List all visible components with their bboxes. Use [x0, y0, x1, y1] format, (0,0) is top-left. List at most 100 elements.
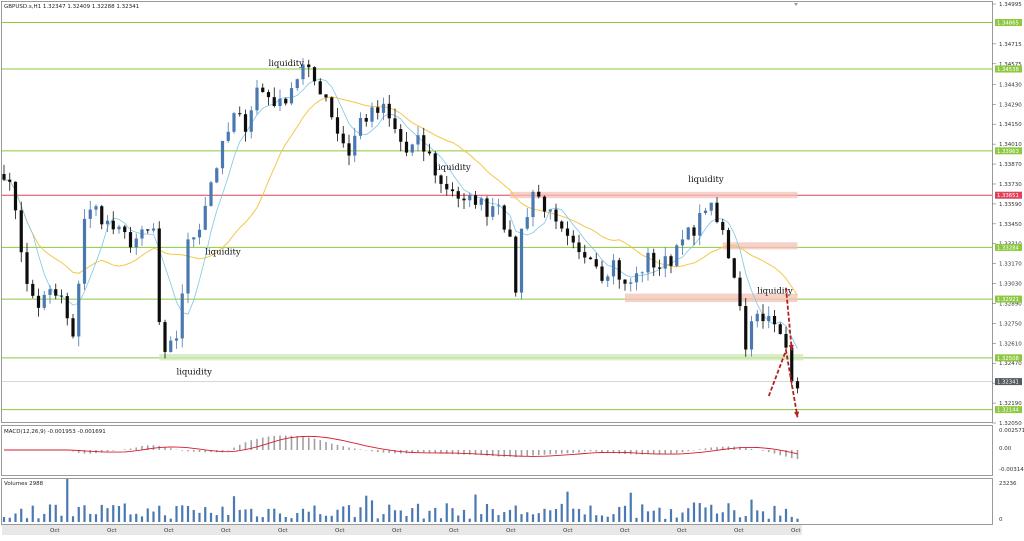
candle — [123, 224, 127, 239]
candle — [583, 244, 587, 264]
forecast-arrow-1[interactable] — [785, 287, 793, 351]
candle-body — [404, 141, 409, 153]
time-axis-label: Oct — [734, 528, 744, 534]
candle-body — [445, 183, 449, 190]
candle-body — [353, 135, 357, 156]
candle-body — [71, 318, 75, 337]
macd-indicator: 0.002571 0.00 -0.003148 — [4, 428, 1024, 473]
time-axis-label: Oct — [620, 528, 630, 534]
candle — [749, 316, 754, 357]
candle-body — [583, 252, 587, 258]
price-tick-label: 1.33870 — [999, 162, 1022, 168]
candle — [381, 97, 386, 121]
candle-body — [278, 98, 282, 106]
candle-body — [157, 228, 161, 323]
candle — [261, 83, 265, 93]
candle-body — [295, 79, 299, 89]
candle — [588, 256, 593, 260]
candle-body — [36, 295, 41, 308]
level-price-tag-text: 1.33284 — [997, 245, 1020, 251]
candle — [289, 82, 294, 106]
zone-green-3[interactable] — [159, 353, 804, 361]
candle-body — [284, 98, 288, 104]
candle — [399, 124, 403, 152]
candle-body — [784, 333, 788, 348]
candle — [519, 228, 524, 300]
main-price-panel[interactable] — [1, 1, 993, 423]
candle — [663, 247, 667, 278]
price-tick-label: 1.32190 — [999, 401, 1022, 407]
volume-panel[interactable] — [1, 478, 993, 525]
zone-red-2[interactable] — [625, 293, 798, 303]
candle — [128, 226, 133, 253]
candle-body — [140, 229, 144, 239]
candle-body — [249, 110, 253, 132]
candle-body — [289, 88, 294, 104]
candle — [594, 253, 598, 269]
candle-body — [726, 230, 731, 259]
candle — [295, 78, 299, 91]
candle-body — [335, 117, 340, 134]
macd-signal-line — [4, 435, 798, 457]
candle — [266, 89, 271, 106]
macd-panel[interactable] — [1, 425, 993, 476]
candle-body — [226, 131, 230, 141]
annotations: liquidity liquidity liquidity liquidity liqu… — [177, 59, 793, 378]
candle — [330, 96, 334, 120]
candle — [755, 309, 759, 328]
candle — [100, 204, 104, 230]
candle — [709, 202, 713, 216]
candle — [634, 266, 639, 291]
candle — [611, 253, 616, 285]
candle-body — [462, 198, 466, 201]
candle-body — [324, 94, 328, 98]
candle-body — [232, 113, 236, 132]
candle — [358, 112, 363, 140]
candle-body — [416, 135, 420, 145]
liquidity-label-0: liquidity — [269, 59, 305, 69]
candle-body — [617, 260, 621, 280]
time-axis-strip — [2, 525, 802, 535]
candle-body — [623, 279, 627, 284]
shift-marker-icon[interactable] — [794, 3, 798, 6]
candle — [416, 126, 420, 152]
candle-body — [749, 321, 754, 350]
level-price-tag-text: 1.33963 — [997, 149, 1019, 155]
candle-body — [8, 179, 12, 182]
candle — [640, 271, 644, 283]
candle — [117, 224, 121, 234]
candle-body — [439, 175, 443, 184]
macd-label: MACD(12,26,9) -0.001953 -0.001691 — [4, 429, 106, 435]
level-price-tag-text: 1.33651 — [997, 193, 1019, 199]
candle — [347, 134, 351, 166]
candle — [54, 283, 58, 300]
candle — [577, 234, 581, 260]
candle — [744, 298, 748, 357]
forecast-arrow-0[interactable] — [767, 346, 799, 418]
candle — [617, 257, 621, 289]
candle-body — [88, 209, 92, 219]
candle-body — [565, 228, 570, 236]
candle — [197, 223, 202, 245]
zone-red-1[interactable] — [722, 242, 798, 250]
price-tick-label: 1.32610 — [999, 341, 1022, 347]
candle — [278, 89, 282, 112]
level-price-tag-text: 1.32921 — [997, 297, 1019, 303]
candle — [31, 279, 35, 299]
zone-red-0[interactable] — [510, 191, 798, 199]
candle-body — [111, 220, 115, 230]
forecast-arrows — [767, 287, 800, 418]
candle — [94, 204, 98, 217]
candle-body — [663, 256, 667, 269]
liquidity-label-2: liquidity — [435, 163, 471, 173]
candle — [192, 237, 196, 247]
candle-body — [238, 113, 242, 115]
symbol-header: GBPUSD.s,H1 1.32347 1.32409 1.32288 1.32… — [4, 4, 139, 10]
candle-body — [174, 338, 179, 341]
candle-body — [456, 191, 460, 199]
candle — [42, 290, 46, 311]
price-tick-label: 1.34715 — [999, 42, 1022, 48]
candle-body — [732, 258, 736, 278]
